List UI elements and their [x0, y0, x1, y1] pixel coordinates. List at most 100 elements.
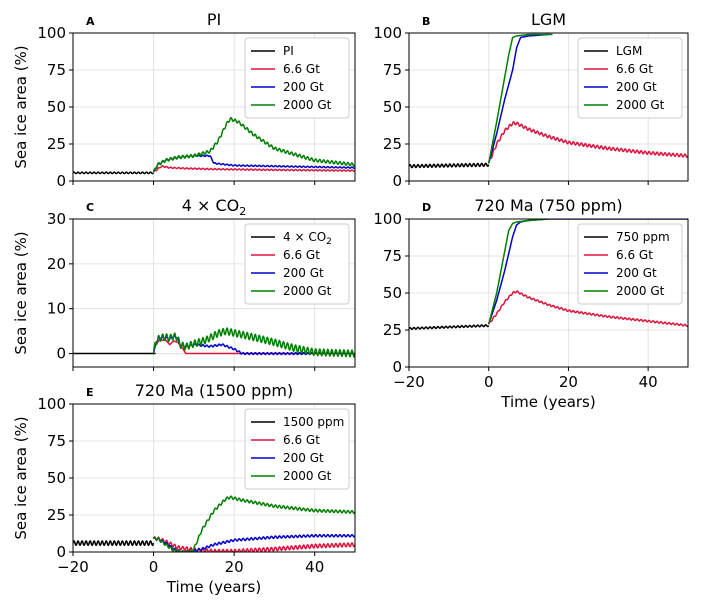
series-line-4	[152, 327, 355, 358]
series-line-4	[487, 219, 549, 325]
x-tick-label: 20	[225, 558, 244, 576]
y-axis-label: Sea ice area (%)	[12, 416, 30, 539]
y-tick-label: 75	[383, 61, 402, 79]
y-tick-label: 10	[47, 300, 66, 318]
y-tick-label: 25	[383, 135, 402, 153]
legend-label: 200 Gt	[283, 266, 324, 280]
x-axis-label: Time (years)	[500, 393, 595, 411]
series-line-4	[487, 33, 553, 164]
series-line-2	[152, 165, 355, 173]
y-tick-label: 75	[47, 61, 66, 79]
legend-label: 6.6 Gt	[616, 62, 653, 76]
legend-label: 4 × CO2	[283, 230, 332, 247]
series-group	[73, 495, 355, 552]
y-tick-label: 100	[373, 24, 402, 42]
series-line-2	[487, 121, 688, 164]
series-line-1	[73, 171, 155, 175]
series-group	[73, 327, 355, 358]
title-main: 4 × CO	[182, 196, 240, 215]
panel-title: PI	[207, 10, 221, 29]
y-tick-label: 0	[392, 358, 402, 376]
series-line-1	[73, 540, 155, 547]
legend-label: 2000 Gt	[283, 284, 332, 298]
y-tick-label: 0	[56, 345, 66, 363]
x-tick-label: −20	[393, 373, 425, 391]
legend: LGM 6.6 Gt 200 Gt 2000 Gt	[577, 37, 683, 119]
series-line-4	[152, 495, 355, 552]
panel-title: 720 Ma (1500 ppm)	[135, 381, 294, 400]
legend-box	[244, 37, 350, 119]
x-tick-label: 40	[639, 373, 658, 391]
legend-label: 200 Gt	[616, 80, 657, 94]
legend-box	[577, 37, 683, 119]
panel-title: LGM	[531, 10, 566, 29]
y-tick-label: 100	[373, 210, 402, 228]
legend-label: 200 Gt	[283, 451, 324, 465]
series-line-2	[152, 536, 355, 552]
series-group	[73, 116, 355, 175]
x-tick-label: 0	[484, 373, 494, 391]
y-tick-label: 50	[383, 284, 402, 302]
y-tick-label: 30	[47, 210, 66, 228]
series-line-1	[409, 162, 490, 169]
series-line-1	[409, 324, 490, 331]
y-tick-label: 50	[47, 469, 66, 487]
x-tick-label: −20	[57, 558, 89, 576]
y-tick-label: 0	[56, 172, 66, 190]
y-tick-label: 100	[37, 395, 66, 413]
legend-label: 6.6 Gt	[283, 62, 320, 76]
panel-label: B	[422, 15, 430, 28]
x-tick-label: 20	[559, 373, 578, 391]
y-axis-label: Sea ice area (%)	[12, 231, 30, 354]
y-tick-label: 20	[47, 255, 66, 273]
legend-label: 2000 Gt	[283, 469, 332, 483]
y-tick-label: 25	[47, 506, 66, 524]
y-axis-label: Sea ice area (%)	[12, 45, 30, 168]
legend-label-subscript: 2	[326, 237, 332, 247]
legend-box	[577, 223, 683, 305]
panel-title: 4 × CO2	[182, 196, 247, 218]
legend-label: 6.6 Gt	[283, 248, 320, 262]
legend-label: 2000 Gt	[616, 284, 665, 298]
legend-label: 2000 Gt	[616, 98, 665, 112]
legend-label: 6.6 Gt	[616, 248, 653, 262]
y-tick-label: 25	[47, 135, 66, 153]
legend-label: 200 Gt	[616, 266, 657, 280]
legend-box	[244, 223, 350, 305]
panel-label: D	[422, 201, 431, 214]
legend-box	[244, 408, 350, 490]
series-group	[409, 219, 688, 331]
series-line-4	[152, 116, 355, 173]
y-tick-label: 100	[37, 24, 66, 42]
legend-label: LGM	[616, 44, 642, 58]
legend-label: PI	[283, 44, 294, 58]
panel-label: E	[86, 386, 94, 399]
y-tick-label: 0	[56, 543, 66, 561]
legend-label: 1500 ppm	[283, 415, 344, 429]
x-tick-label: 0	[149, 558, 159, 576]
legend-label: 750 ppm	[616, 230, 670, 244]
legend: 750 ppm 6.6 Gt 200 Gt 2000 Gt	[577, 223, 683, 305]
y-tick-label: 75	[383, 247, 402, 265]
series-group	[409, 33, 688, 169]
panel-title: 720 Ma (750 ppm)	[474, 196, 622, 215]
panel-b: 0 25 50 75 100 LGM B LGM 6.6 Gt 200 Gt 2000 Gt	[373, 10, 689, 190]
x-tick-label: 40	[305, 558, 324, 576]
legend-label: 2000 Gt	[283, 98, 332, 112]
plot-frame	[72, 218, 356, 368]
y-tick-label: 75	[47, 432, 66, 450]
y-tick-label: 25	[383, 321, 402, 339]
series-line-2	[488, 290, 688, 328]
title-subscript: 2	[239, 205, 246, 218]
panel-a: 0 25 50 75 100 Sea ice area (%) PI A PI 6.6 Gt 200…	[12, 10, 356, 190]
y-tick-label: 50	[383, 98, 402, 116]
legend-label: 6.6 Gt	[283, 433, 320, 447]
legend: PI 6.6 Gt 200 Gt 2000 Gt	[244, 37, 350, 119]
legend: 1500 ppm 6.6 Gt 200 Gt 2000 Gt	[244, 408, 350, 490]
panel-label: A	[86, 15, 95, 28]
legend-label: 200 Gt	[283, 80, 324, 94]
